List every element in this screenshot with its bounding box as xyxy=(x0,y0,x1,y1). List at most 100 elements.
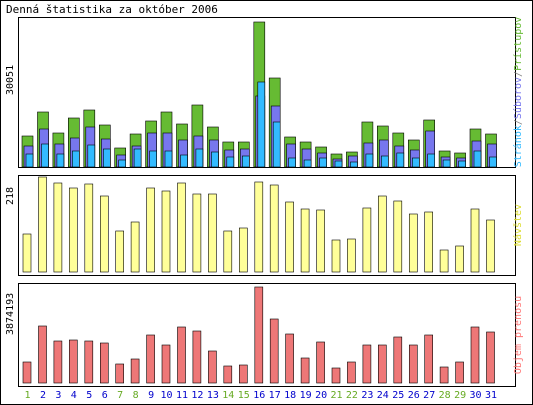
bar-visits-day-17 xyxy=(269,184,279,273)
bar-transfer-day-17 xyxy=(269,318,279,384)
day-label-2: 2 xyxy=(40,390,46,401)
day-label-15: 15 xyxy=(238,390,250,401)
bar-visits-day-12 xyxy=(192,193,202,273)
bar-transfer-day-15 xyxy=(239,364,248,384)
chart-marks xyxy=(21,21,497,384)
bar-stránok-day-14 xyxy=(226,156,235,168)
bar-stránok-day-31 xyxy=(489,156,497,168)
bar-transfer-day-18 xyxy=(285,333,294,384)
day-label-23: 23 xyxy=(361,390,373,401)
bar-stránok-day-21 xyxy=(334,160,343,168)
bar-stránok-day-5 xyxy=(87,144,96,168)
bar-visits-day-6 xyxy=(100,195,109,273)
bar-visits-day-23 xyxy=(362,207,372,273)
day-label-1: 1 xyxy=(24,390,30,401)
bar-transfer-day-16 xyxy=(254,286,264,384)
day-label-5: 5 xyxy=(86,390,92,401)
bar-stránok-day-27 xyxy=(427,153,436,168)
bar-visits-day-7 xyxy=(115,230,124,273)
bar-visits-day-2 xyxy=(38,176,47,273)
bar-stránok-day-8 xyxy=(133,148,142,168)
bar-stránok-day-4 xyxy=(72,150,80,168)
day-label-11: 11 xyxy=(176,390,188,401)
bar-transfer-day-30 xyxy=(470,326,480,384)
day-label-9: 9 xyxy=(148,390,154,401)
bar-visits-day-16 xyxy=(254,181,264,273)
bar-transfer-day-24 xyxy=(377,344,387,384)
bar-visits-day-4 xyxy=(69,187,78,273)
visits-max-label: 218 xyxy=(5,187,16,205)
traffic-legend-part-0: Stránok xyxy=(512,125,524,167)
bar-transfer-day-12 xyxy=(192,330,202,384)
bar-transfer-day-19 xyxy=(300,357,310,384)
day-label-20: 20 xyxy=(315,390,327,401)
bar-visits-day-24 xyxy=(377,195,387,273)
traffic-legend: Stránok/Súborov/Prístupov xyxy=(512,17,524,168)
bar-visits-day-11 xyxy=(177,182,186,273)
day-label-24: 24 xyxy=(377,390,389,401)
day-label-14: 14 xyxy=(222,390,234,401)
bar-stránok-day-22 xyxy=(350,161,358,168)
bar-stránok-day-7 xyxy=(118,159,126,168)
bar-visits-day-20 xyxy=(316,209,325,273)
day-label-17: 17 xyxy=(269,390,281,401)
bar-stránok-day-26 xyxy=(411,157,420,168)
bar-visits-day-19 xyxy=(300,208,310,273)
bar-visits-day-15 xyxy=(239,227,248,273)
day-label-4: 4 xyxy=(71,390,77,401)
bar-visits-day-5 xyxy=(84,183,94,273)
bar-transfer-day-9 xyxy=(146,334,155,384)
bar-transfer-day-22 xyxy=(347,361,356,384)
bar-transfer-day-2 xyxy=(38,325,47,384)
bar-stránok-day-20 xyxy=(319,157,327,168)
bar-stránok-day-23 xyxy=(365,153,374,168)
bar-stránok-day-1 xyxy=(25,153,34,168)
day-label-29: 29 xyxy=(454,390,466,401)
day-label-3: 3 xyxy=(55,390,61,401)
bar-visits-day-9 xyxy=(146,187,155,273)
day-label-10: 10 xyxy=(160,390,172,401)
bar-stránok-day-24 xyxy=(380,155,389,168)
traffic-legend-part-2: Súborov xyxy=(512,77,524,119)
bar-transfer-day-13 xyxy=(208,350,217,384)
day-label-16: 16 xyxy=(253,390,265,401)
day-label-21: 21 xyxy=(330,390,342,401)
traffic-max-label: 30051 xyxy=(5,65,16,95)
bar-transfer-day-6 xyxy=(100,342,109,384)
transfer-max-label: 3874193 xyxy=(5,293,16,335)
day-label-18: 18 xyxy=(284,390,296,401)
visits-legend-part-0: Návštev xyxy=(512,204,524,246)
bar-stránok-day-29 xyxy=(458,160,466,168)
bar-visits-day-10 xyxy=(161,190,171,273)
bar-visits-day-3 xyxy=(53,182,63,273)
bar-stránok-day-30 xyxy=(473,150,482,168)
bar-transfer-day-27 xyxy=(424,334,434,384)
bar-transfer-day-10 xyxy=(161,344,171,384)
day-label-30: 30 xyxy=(469,390,481,401)
day-label-22: 22 xyxy=(346,390,358,401)
bar-stránok-day-16 xyxy=(257,81,266,168)
day-label-12: 12 xyxy=(191,390,203,401)
bar-transfer-day-29 xyxy=(455,361,464,384)
bar-transfer-day-26 xyxy=(408,344,418,384)
bar-transfer-day-14 xyxy=(223,365,233,384)
bar-transfer-day-7 xyxy=(115,363,124,384)
day-labels: 1 2 3 4 5 6 7 8 9 10 11 12 13 14 15 16 17 18 19 20 21 22 23 24 2… xyxy=(24,390,497,401)
day-label-8: 8 xyxy=(133,390,139,401)
bar-visits-day-22 xyxy=(347,238,356,273)
day-label-26: 26 xyxy=(408,390,420,401)
day-label-27: 27 xyxy=(423,390,435,401)
day-label-13: 13 xyxy=(207,390,219,401)
bar-stránok-day-17 xyxy=(272,121,281,168)
bar-visits-day-30 xyxy=(470,208,480,273)
traffic-legend-part-3: / xyxy=(513,71,524,77)
day-label-28: 28 xyxy=(439,390,451,401)
bar-stránok-day-10 xyxy=(164,150,173,168)
bar-visits-day-31 xyxy=(486,219,495,273)
bar-stránok-day-9 xyxy=(149,150,157,168)
bar-transfer-day-3 xyxy=(53,340,63,384)
bar-transfer-day-11 xyxy=(177,326,186,384)
visits-legend: Návštev xyxy=(512,204,524,246)
bar-visits-day-14 xyxy=(223,230,233,273)
bar-transfer-day-1 xyxy=(22,361,32,384)
